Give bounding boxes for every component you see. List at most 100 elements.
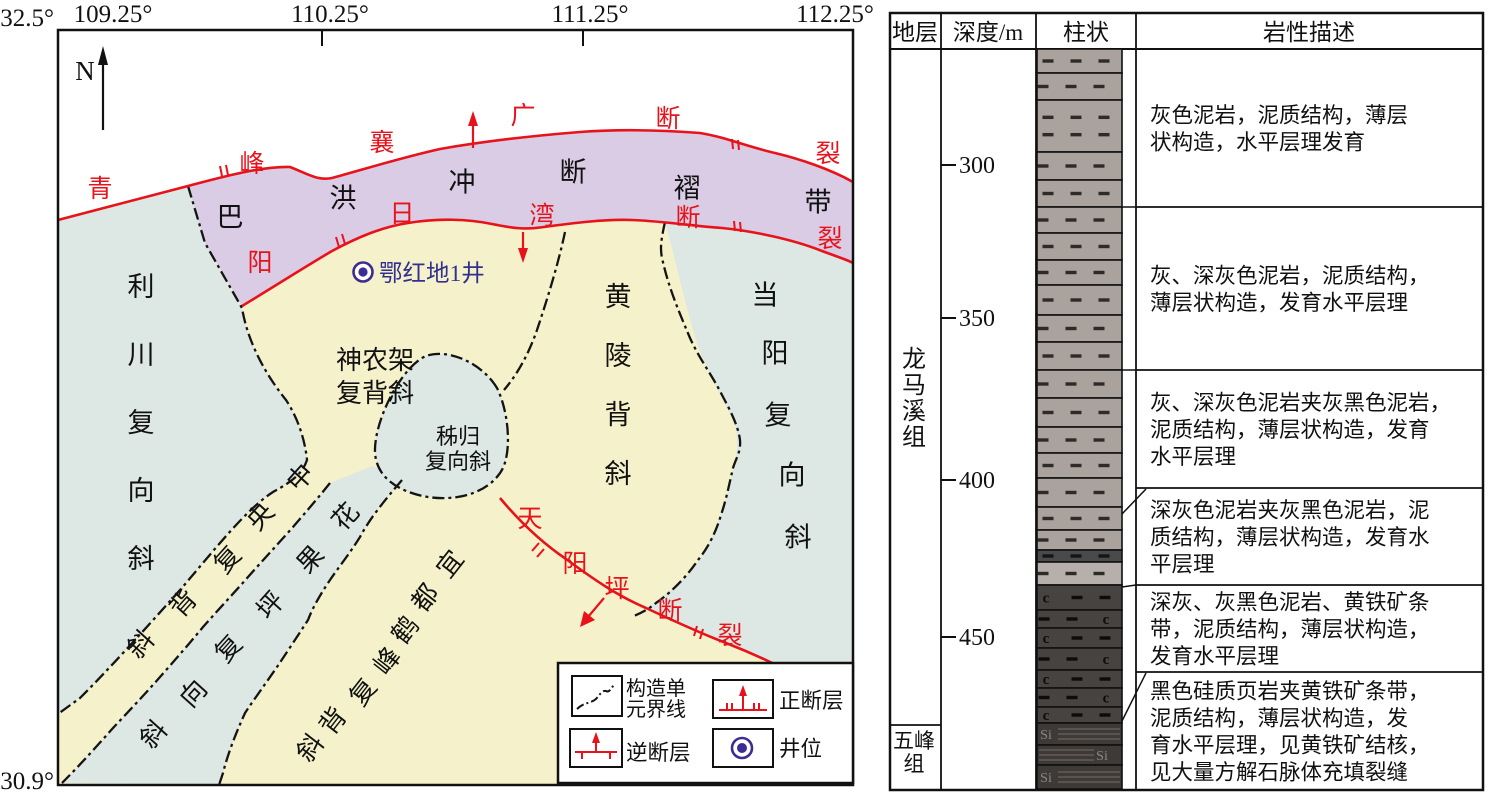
shale-dash	[1093, 326, 1105, 331]
shale-dash	[1065, 571, 1077, 576]
region-outside-study-area	[58, 30, 853, 220]
lith-bed	[1036, 99, 1123, 153]
unit-label: 断	[560, 158, 587, 188]
shale-dash	[1065, 164, 1077, 168]
shale-dash	[1042, 554, 1054, 558]
shale-dash	[1070, 191, 1082, 196]
legend-label-unit-boundary-2: 元界线	[626, 698, 686, 721]
silica-mark: Si	[1040, 771, 1052, 786]
shale-dash	[1042, 354, 1054, 358]
fault-label: 断	[657, 597, 682, 625]
shale-dash	[1093, 571, 1105, 576]
shale-dash	[1098, 298, 1110, 302]
lithology-description-line: 平层理	[1150, 553, 1215, 577]
shale-dash	[1093, 270, 1105, 275]
shale-dash	[1093, 84, 1105, 89]
unit-label: 秭归	[436, 424, 480, 449]
unit-boundary-icon	[576, 683, 615, 710]
lithology-description-line: 状构造，水平层理发育	[1150, 131, 1365, 155]
unit-label: 当	[752, 281, 779, 311]
shale-dash	[1037, 382, 1049, 386]
carbon-mark: c	[1043, 708, 1050, 724]
well-legend-icon-center	[737, 743, 747, 753]
north-arrow: N	[75, 46, 108, 130]
unit-label: 洪	[330, 184, 357, 214]
fault-label: 裂	[817, 225, 842, 253]
fault-tick-marks	[219, 138, 742, 640]
unit-label: 斜	[128, 544, 155, 574]
formation-name: 五峰	[893, 729, 935, 753]
fault-arrow	[587, 597, 605, 618]
normal-fault-icon-arrowhead	[739, 685, 747, 696]
unit-label: 神农架	[336, 346, 414, 375]
lithology-description-line: 灰色泥岩，泥质结构，薄层	[1150, 104, 1408, 128]
shale-dash	[1093, 382, 1105, 386]
unit-label: 利	[128, 272, 155, 302]
geologic-map: 32.5° 30.9° 109.25° 110.25° 111.25° 112.…	[0, 1, 874, 795]
qingfeng-xiangguang-fault	[57, 128, 854, 222]
region-huaguoping-synclinorium	[62, 466, 402, 785]
legend-label-normal-fault: 正断层	[779, 689, 844, 713]
unit-label: 褶	[674, 174, 701, 204]
lithology-description-line: 发育水平层理	[1150, 645, 1279, 669]
formation-name: 龙	[902, 346, 926, 373]
depth-tick-label: 450	[959, 625, 995, 651]
shale-dash	[1037, 571, 1049, 576]
map-legend: 构造单 元界线 正断层 逆断层	[556, 661, 855, 785]
fault-label: 广	[510, 102, 535, 130]
unit-label: 背	[605, 400, 632, 430]
carbon-mark: c	[1043, 631, 1050, 647]
shale-dash	[1093, 538, 1105, 542]
unit-label: 川	[128, 340, 155, 370]
carbon-mark: c	[1043, 591, 1050, 607]
lithology-description-line: 质结构，薄层状构造，发育水	[1150, 526, 1430, 550]
shale-dash	[1099, 636, 1111, 640]
lithology-description-line: 黑色硅质页岩夹黄铁矿条带，	[1150, 680, 1430, 704]
shale-dash	[1098, 132, 1110, 137]
carbon-mark: c	[1103, 612, 1110, 628]
shale-dash	[1037, 270, 1049, 275]
shale-dash	[1042, 410, 1054, 415]
shale-dash	[1070, 244, 1082, 249]
shale-dash	[1099, 677, 1111, 681]
lithology-description-line: 深灰、灰黑色泥岩、黄铁矿条	[1150, 591, 1430, 615]
unit-boundary	[217, 479, 403, 786]
shale-dash	[1042, 463, 1054, 468]
unit-boundary	[57, 185, 309, 715]
fault-label: 坪	[604, 575, 629, 603]
formation-name: 组	[902, 424, 926, 451]
fault-label: 阳	[247, 250, 272, 277]
depth-tick-label: 350	[959, 306, 995, 332]
shale-dash	[1037, 218, 1049, 222]
shale-dash	[1070, 410, 1082, 415]
silica-mark: Si	[1040, 728, 1052, 743]
shale-dash	[1037, 490, 1049, 495]
region-zigui-synclinorium	[373, 352, 510, 500]
lith-bed	[1036, 206, 1123, 234]
shale-dash	[1070, 132, 1082, 137]
fault-label: 天	[517, 506, 542, 533]
shale-dash	[1066, 695, 1078, 700]
unit-label: 复	[128, 408, 155, 438]
unit-label: 斜	[605, 459, 632, 489]
shale-dash	[1098, 244, 1110, 249]
lithology-description-line: 见大量方解石脉体充填裂缝	[1150, 761, 1408, 785]
lat-label-bottom: 30.9°	[0, 768, 54, 795]
shale-dash	[1065, 382, 1077, 386]
yangriwan-fault	[241, 218, 854, 308]
fault-arrowheads	[468, 111, 595, 627]
col-header-formation: 地层	[892, 20, 938, 45]
lithology-description-line: 泥质结构，薄层状构造，发	[1150, 707, 1408, 731]
unit-label: 冲	[449, 168, 476, 198]
unit-label: 黄	[605, 282, 632, 312]
carbon-mark: c	[1103, 652, 1110, 668]
lithology-description-line: 灰、深灰色泥岩，泥质结构，	[1150, 264, 1430, 288]
unit-label: 向	[128, 476, 155, 506]
shale-dash	[1037, 84, 1049, 89]
shale-dash	[1042, 132, 1054, 137]
reverse-fault-icon-arrowhead	[592, 732, 600, 743]
carbon-mark: c	[1103, 691, 1110, 707]
depth-tick-label: 400	[959, 468, 995, 494]
unit-label: 复	[765, 401, 792, 431]
shale-dash	[1037, 164, 1049, 168]
